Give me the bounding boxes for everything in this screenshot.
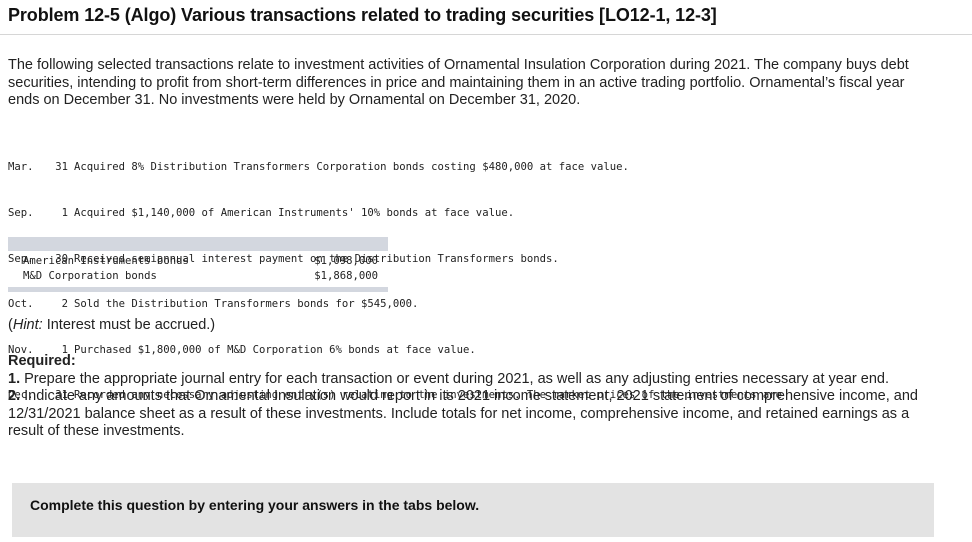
transaction-month: Mar. (8, 161, 34, 174)
investment-name: American Instruments bonds (23, 254, 189, 267)
page-title: Problem 12-5 (Algo) Various transactions… (8, 5, 717, 25)
intro-paragraph: The following selected transactions rela… (8, 57, 909, 108)
transaction-day: 1 (61, 343, 68, 356)
hint-label: Hint: (12, 317, 43, 333)
transaction-row: Sep. 1 Acquired $1,140,000 of American Ins… (8, 206, 958, 221)
table-row: M&D Corporation bonds $1,868,000 (8, 268, 388, 287)
instruction-banner: Complete this question by entering your … (12, 483, 934, 537)
transaction-day: 31 (55, 389, 68, 402)
market-price-grid: American Instruments bonds $1,098,000 M&… (8, 251, 388, 287)
transaction-row: Mar. 31 Acquired 8% Distribution Transform… (8, 160, 958, 175)
title-divider (0, 34, 972, 35)
required-item-number: 2. (8, 388, 21, 404)
transaction-row: Nov. 1 Purchased $1,800,000 of M&D Corpora… (8, 343, 958, 358)
transaction-month: Dec. (8, 389, 34, 402)
transaction-month: Nov. (8, 343, 34, 356)
transaction-month: Oct. (8, 298, 34, 311)
transaction-day: 30 (55, 252, 68, 265)
transaction-list: Mar. 31 Acquired 8% Distribution Transform… (8, 130, 958, 419)
transaction-row: Sep. 30 Received semiannual interest payme… (8, 252, 958, 267)
transaction-description: Sold the Distribution Transformers bonds… (74, 298, 419, 311)
transaction-day: 1 (61, 207, 68, 219)
transaction-description: Purchased $1,800,000 of M&D Corporation … (74, 343, 476, 356)
required-item-text: Prepare the appropriate journal entry fo… (20, 370, 889, 387)
required-item-number: 1. (8, 370, 21, 387)
table-top-bar (8, 237, 388, 251)
instruction-text: Complete this question by entering your … (30, 497, 480, 513)
investment-name: M&D Corporation bonds (23, 269, 157, 282)
transaction-month: Sep. (8, 252, 34, 265)
transaction-row: Dec. 31 Recorded any necessary adjusting e… (8, 388, 958, 403)
transaction-day: 31 (55, 161, 68, 174)
market-price-table: American Instruments bonds $1,098,000 M&… (8, 237, 388, 292)
required-section: Required: 1. Prepare the appropriate jou… (8, 353, 938, 441)
required-item-2: 2. Indicate any amounts that Ornamental … (8, 388, 938, 441)
transaction-month: Sep. (8, 207, 34, 219)
transaction-day: 2 (61, 298, 68, 311)
hint-body: Interest must be accrued.) (42, 317, 216, 333)
transaction-description: Acquired $1,140,000 of American Instrume… (74, 207, 515, 219)
table-row: American Instruments bonds $1,098,000 (8, 251, 388, 268)
hint-text: (Hint: Interest must be accrued.) (8, 317, 216, 333)
required-item-1: 1. Prepare the appropriate journal entry… (8, 371, 938, 389)
required-heading: Required: (8, 353, 76, 369)
investment-market-price: $1,098,000 (314, 254, 378, 267)
required-item-text: Indicate any amounts that Ornamental Ins… (8, 388, 918, 439)
transaction-description: Acquired 8% Distribution Transformers Co… (74, 161, 629, 174)
transaction-description: Received semiannual interest payment on … (74, 252, 559, 265)
transaction-description: Recorded any necessary adjusting entry(s… (74, 389, 782, 402)
transaction-row: Oct. 2 Sold the Distribution Transformers … (8, 297, 958, 312)
investment-market-price: $1,868,000 (314, 269, 378, 282)
table-bottom-bar (8, 287, 388, 292)
